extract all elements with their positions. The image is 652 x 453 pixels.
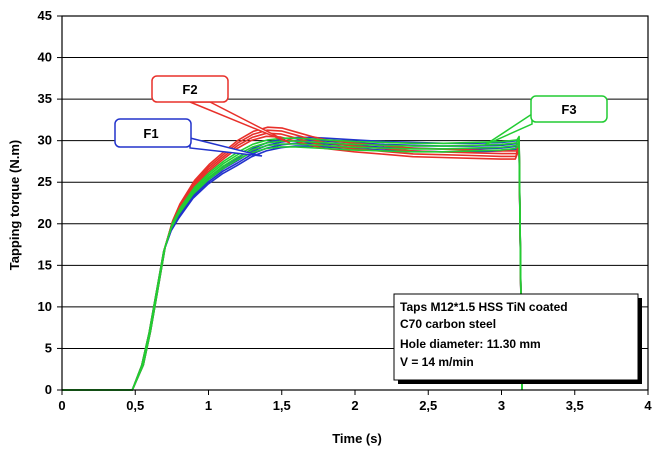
x-tick-label-7: 3,5 [566,398,584,413]
x-tick-label-8: 4 [644,398,652,413]
series-line-f3-4 [62,135,523,391]
callout-box-f3 [530,95,608,123]
callout-box-f1 [114,118,192,148]
x-tick-label-1: 0,5 [126,398,144,413]
y-tick-label-5: 25 [38,174,52,189]
info-line-material: C70 carbon steel [400,317,496,331]
info-line-speed: V = 14 m/min [400,355,474,369]
y-tick-label-8: 40 [38,50,52,65]
y-axis-title: Tapping torque (N.m) [7,140,22,270]
y-tick-label-9: 45 [38,8,52,23]
test-conditions-box: Taps M12*1.5 HSS TiN coated C70 carbon s… [393,293,642,384]
y-tick-label-2: 10 [38,299,52,314]
x-tick-label-6: 3 [498,398,505,413]
x-tick-label-2: 1 [205,398,212,413]
callout-label-f2: F2 [182,82,197,97]
y-tick-label-0: 0 [45,382,52,397]
x-tick-label-3: 1,5 [273,398,291,413]
y-tick-label-7: 35 [38,91,52,106]
callout-pointer-f2 [189,101,291,144]
x-tick-label-5: 2,5 [419,398,437,413]
callout-box-f2 [151,75,229,103]
y-tick-label-3: 15 [38,257,52,272]
callout-label-f3: F3 [561,102,576,117]
callout-label-f1: F1 [143,126,158,141]
series-callouts: F2 F1 F3 [114,75,608,157]
y-tick-label-1: 5 [45,340,52,355]
series-lines [62,126,523,391]
x-tick-label-0: 0 [58,398,65,413]
y-tick-label-6: 30 [38,133,52,148]
info-box-frame [393,293,639,381]
x-tick-label-4: 2 [351,398,358,413]
y-tick-label-4: 20 [38,216,52,231]
plot-axes [57,15,649,395]
info-line-tap: Taps M12*1.5 HSS TiN coated [400,300,568,314]
x-axis-title: Time (s) [332,431,382,446]
info-line-hole: Hole diameter: 11.30 mm [400,337,541,351]
